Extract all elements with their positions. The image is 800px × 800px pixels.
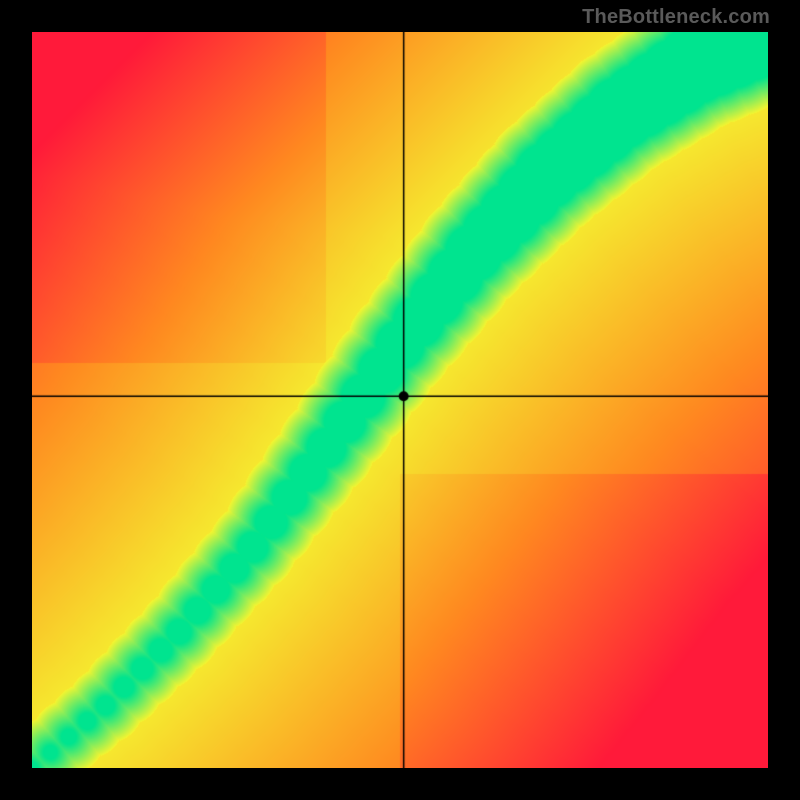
plot-area — [32, 32, 768, 768]
heatmap-canvas — [32, 32, 768, 768]
chart-frame: TheBottleneck.com — [0, 0, 800, 800]
watermark-text: TheBottleneck.com — [582, 6, 770, 29]
